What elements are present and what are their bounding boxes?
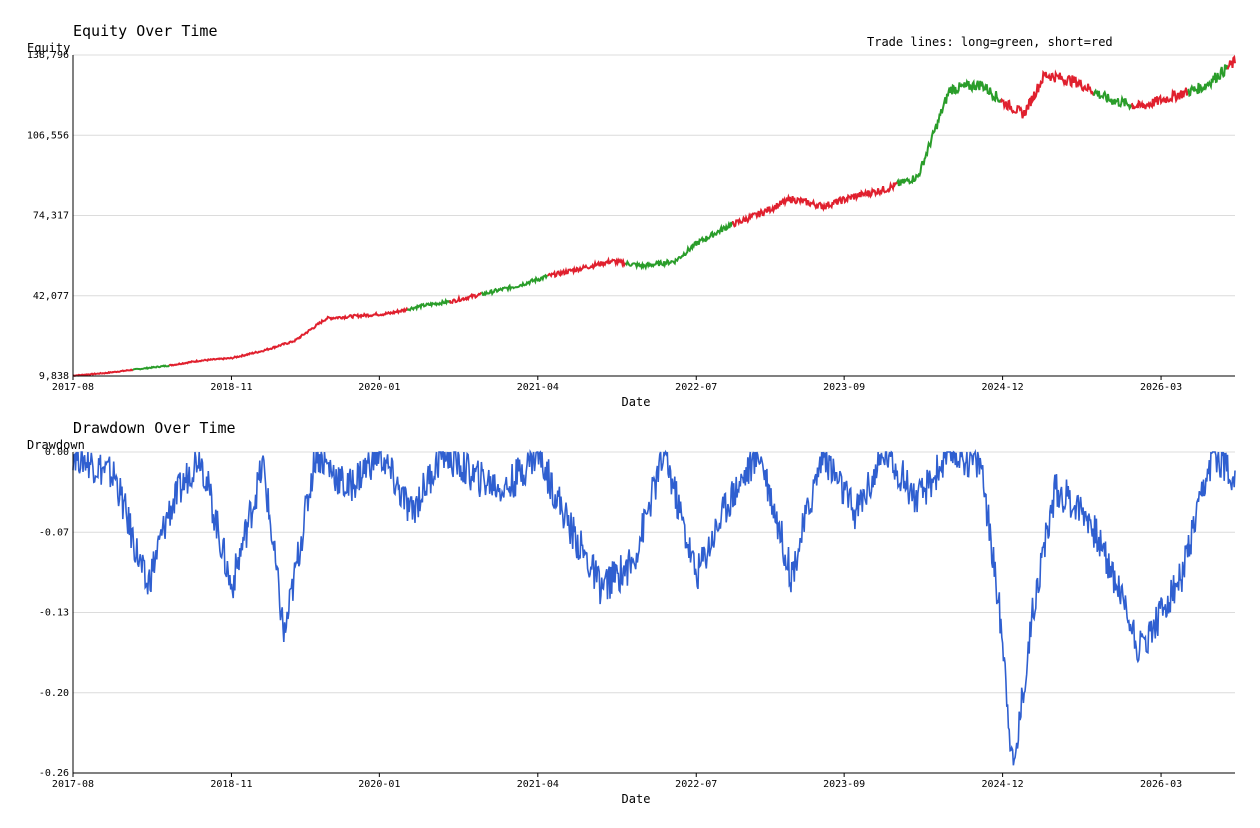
drawdown-ylabel: Drawdown — [27, 438, 85, 452]
equity-long-segment — [937, 78, 970, 124]
drawdown-y-tick-label: -0.13 — [39, 608, 69, 619]
drawdown-y-tick-label: -0.07 — [39, 527, 69, 538]
drawdown-x-ticks: 2017-08 2018-11 2020-01 2021-04 2022-07 2023-… — [52, 773, 1182, 790]
equity-title: Equity Over Time — [73, 22, 218, 40]
equity-long-segment — [896, 119, 939, 187]
equity-chart: Equity Over Time Equity Trade lines: lon… — [27, 22, 1236, 409]
drawdown-series — [72, 448, 1236, 766]
equity-x-tick-label: 2023-09 — [823, 382, 865, 393]
drawdown-chart: Drawdown Over Time Drawdown 0.00 -0.07 -0.… — [27, 419, 1236, 806]
equity-short-segment — [232, 350, 265, 359]
drawdown-y-tick-label: -0.20 — [39, 688, 69, 699]
equity-gridlines — [73, 54, 1235, 297]
equity-long-segment — [1187, 64, 1229, 98]
equity-y-tick-label: 74,317 — [33, 211, 69, 222]
equity-long-segment — [406, 297, 451, 312]
equity-short-segment — [1065, 74, 1095, 97]
equity-x-tick-label: 2021-04 — [517, 382, 559, 393]
equity-short-segment — [586, 256, 627, 271]
equity-short-segment — [1226, 54, 1236, 70]
drawdown-title: Drawdown Over Time — [73, 419, 236, 437]
equity-x-tick-label: 2026-03 — [1140, 382, 1182, 393]
equity-short-segment — [831, 188, 868, 205]
equity-x-tick-label: 2017-08 — [52, 382, 94, 393]
equity-x-ticks: 2017-08 2018-11 2020-01 2021-04 2022-07 2023-… — [52, 376, 1182, 393]
equity-short-segment — [547, 263, 588, 279]
equity-short-segment — [100, 368, 134, 375]
equity-short-segment — [263, 340, 293, 352]
equity-short-segment — [72, 371, 102, 377]
equity-x-tick-label: 2022-07 — [675, 382, 717, 393]
equity-x-tick-label: 2024-12 — [982, 382, 1024, 393]
equity-short-segment — [770, 193, 804, 215]
drawdown-xlabel: Date — [622, 792, 651, 806]
drawdown-x-tick-label: 2018-11 — [210, 779, 252, 790]
drawdown-x-tick-label: 2024-12 — [982, 779, 1024, 790]
equity-long-segment — [481, 283, 516, 297]
equity-short-segment — [801, 197, 834, 213]
equity-series — [72, 54, 1236, 377]
drawdown-line — [72, 448, 1236, 766]
equity-short-segment — [731, 206, 772, 228]
equity-short-segment — [1156, 87, 1189, 106]
equity-short-segment — [865, 180, 899, 199]
drawdown-y-ticks: 0.00 -0.07 -0.13 -0.20 -0.26 — [39, 447, 69, 779]
drawdown-x-tick-label: 2026-03 — [1140, 779, 1182, 790]
equity-long-segment — [514, 273, 548, 289]
drawdown-x-tick-label: 2017-08 — [52, 779, 94, 790]
equity-short-segment — [203, 356, 234, 362]
equity-y-tick-label: 9,838 — [39, 371, 69, 382]
drawdown-x-tick-label: 2020-01 — [358, 779, 400, 790]
equity-xlabel: Date — [622, 395, 651, 409]
drawdown-x-tick-label: 2022-07 — [675, 779, 717, 790]
equity-short-segment — [1130, 96, 1158, 110]
equity-long-segment — [624, 259, 663, 271]
drawdown-x-tick-label: 2021-04 — [517, 779, 559, 790]
equity-long-segment — [692, 220, 733, 250]
equity-long-segment — [967, 79, 1002, 103]
equity-x-tick-label: 2020-01 — [358, 382, 400, 393]
equity-short-segment — [376, 306, 409, 317]
equity-y-ticks: 9,838 42,077 74,317 106,556 138,796 — [27, 50, 69, 382]
equity-long-segment — [661, 243, 694, 269]
equity-y-tick-label: 106,556 — [27, 130, 69, 141]
drawdown-x-tick-label: 2023-09 — [823, 779, 865, 790]
equity-short-segment — [347, 310, 378, 320]
equity-long-segment — [1092, 88, 1133, 111]
equity-short-segment — [290, 320, 321, 344]
equity-short-segment — [168, 358, 205, 367]
equity-short-segment — [999, 97, 1031, 119]
drawdown-y-tick-label: -0.26 — [39, 768, 69, 779]
equity-y-tick-label: 42,077 — [33, 291, 69, 302]
drawdown-y-tick-label: 0.00 — [45, 447, 69, 458]
equity-short-segment — [319, 314, 350, 325]
equity-short-segment — [1028, 69, 1067, 107]
trade-lines-legend: Trade lines: long=green, short=red — [867, 35, 1113, 49]
equity-long-segment — [132, 364, 170, 371]
equity-x-tick-label: 2018-11 — [210, 382, 252, 393]
equity-y-tick-label: 138,796 — [27, 50, 69, 61]
equity-ylabel: Equity — [27, 41, 70, 55]
equity-short-segment — [448, 291, 483, 305]
drawdown-gridlines — [73, 451, 1235, 694]
